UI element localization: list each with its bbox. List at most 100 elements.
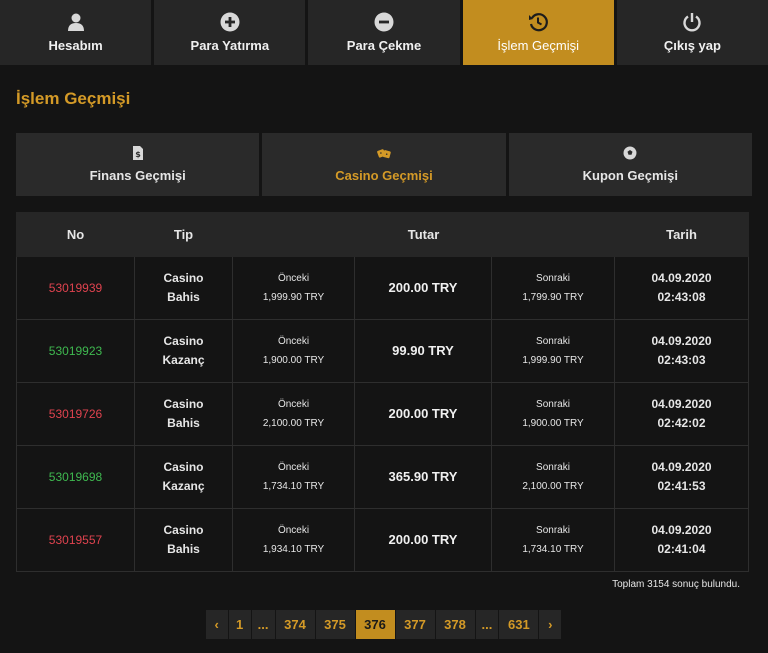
pagination-page[interactable]: 378 (435, 610, 475, 639)
table-row: 53019698 Casino Kazanç Önceki 1,734.10 TRY… (16, 445, 750, 509)
date: 04.09.2020 (651, 523, 712, 537)
user-icon (67, 13, 84, 31)
time: 02:41:53 (657, 479, 706, 493)
header-tip: Tip (134, 212, 233, 257)
after-label: Sonraki (536, 336, 570, 347)
nav-label-history: İşlem Geçmişi (497, 38, 580, 53)
before-balance: 1,934.10 TRY (262, 544, 325, 555)
top-nav: Hesabım Para Yatırma Para Çekme İşlem Ge… (0, 0, 768, 65)
type-kind: Bahis (167, 290, 200, 304)
tab-finance-history[interactable]: $ Finans Geçmişi (16, 133, 260, 196)
before-balance: 1,900.00 TRY (262, 355, 325, 366)
amount: 365.90 TRY (388, 469, 458, 484)
nav-label-logout: Çıkış yap (663, 38, 721, 53)
nav-label-deposit: Para Yatırma (190, 38, 270, 53)
type-kind: Kazanç (162, 479, 205, 493)
after-label: Sonraki (536, 399, 570, 410)
minus-circle-icon (374, 12, 394, 32)
after-balance: 1,799.90 TRY (522, 292, 584, 303)
type-kind: Bahis (167, 542, 200, 556)
after-label: Sonraki (536, 273, 570, 284)
soccer-ball-icon (623, 146, 637, 160)
type-category: Casino (163, 271, 204, 285)
type-category: Casino (163, 523, 204, 537)
date: 04.09.2020 (651, 271, 712, 285)
tab-casino-history-label: Casino Geçmişi (335, 168, 433, 183)
amount: 200.00 TRY (388, 280, 458, 295)
date: 04.09.2020 (651, 460, 712, 474)
pagination-page[interactable]: 377 (395, 610, 435, 639)
tab-casino-history[interactable]: Casino Geçmişi (262, 133, 506, 196)
before-label: Önceki (277, 336, 310, 347)
time: 02:43:03 (657, 353, 706, 367)
table-row: 53019726 Casino Bahis Önceki 2,100.00 TRY … (16, 382, 750, 446)
power-icon (683, 13, 702, 32)
money-file-icon: $ (132, 146, 143, 160)
nav-label-withdraw: Para Çekme (346, 38, 422, 53)
history-icon (529, 13, 549, 32)
amount: 200.00 TRY (388, 406, 458, 421)
transaction-no: 53019557 (48, 533, 103, 547)
nav-label-account: Hesabım (48, 38, 103, 53)
dice-icon (377, 149, 391, 159)
main-content: İşlem Geçmişi $ Finans Geçmişi Casino Ge… (0, 89, 768, 639)
nav-item-account[interactable]: Hesabım (0, 0, 152, 65)
type-category: Casino (163, 334, 204, 348)
tab-coupon-history[interactable]: Kupon Geçmişi (508, 133, 752, 196)
date: 04.09.2020 (651, 397, 712, 411)
nav-item-deposit[interactable]: Para Yatırma (154, 0, 306, 65)
transaction-no: 53019923 (48, 344, 103, 358)
before-balance: 1,999.90 TRY (262, 292, 325, 303)
header-tutar: Tutar (231, 212, 616, 257)
table-row: 53019923 Casino Kazanç Önceki 1,900.00 TRY… (16, 319, 750, 383)
type-category: Casino (163, 397, 204, 411)
amount: 200.00 TRY (388, 532, 458, 547)
before-balance: 2,100.00 TRY (262, 418, 325, 429)
pagination-ellipsis: ... (475, 610, 499, 639)
before-balance: 1,734.10 TRY (262, 481, 325, 492)
date: 04.09.2020 (651, 334, 712, 348)
amount: 99.90 TRY (392, 343, 454, 358)
type-category: Casino (163, 460, 204, 474)
after-label: Sonraki (536, 462, 570, 473)
time: 02:41:04 (657, 542, 706, 556)
tab-finance-history-label: Finans Geçmişi (89, 168, 186, 183)
table-row: 53019557 Casino Bahis Önceki 1,934.10 TRY … (16, 508, 750, 572)
table-header-row: No Tip Tutar Tarih (16, 212, 750, 257)
after-balance: 1,900.00 TRY (522, 418, 584, 429)
time: 02:43:08 (657, 290, 706, 304)
transaction-no: 53019939 (48, 281, 103, 295)
after-balance: 1,734.10 TRY (522, 544, 584, 555)
transaction-no: 53019726 (48, 407, 103, 421)
nav-item-withdraw[interactable]: Para Çekme (308, 0, 460, 65)
after-balance: 1,999.90 TRY (522, 355, 584, 366)
nav-item-logout[interactable]: Çıkış yap (616, 0, 768, 65)
pagination-page[interactable]: 375 (315, 610, 355, 639)
before-label: Önceki (277, 273, 310, 284)
transaction-no: 53019698 (48, 470, 103, 484)
pagination-next-button[interactable]: › (539, 610, 562, 639)
results-summary: Toplam 3154 sonuç bulundu. (612, 579, 740, 590)
type-kind: Kazanç (162, 353, 205, 367)
svg-text:$: $ (135, 150, 141, 159)
pagination: ‹ 1 ... 374 375 376 377 378 ... 631 › (16, 610, 752, 639)
header-no: No (16, 212, 135, 257)
after-balance: 2,100.00 TRY (522, 481, 584, 492)
after-label: Sonraki (536, 525, 570, 536)
type-kind: Bahis (167, 416, 200, 430)
pagination-current-page[interactable]: 376 (355, 610, 395, 639)
before-label: Önceki (277, 525, 310, 536)
history-subtabs: $ Finans Geçmişi Casino Geçmişi Kupon Ge… (16, 133, 752, 196)
transactions-table: No Tip Tutar Tarih 53019939 Casino Bahis … (16, 212, 750, 572)
tab-coupon-history-label: Kupon Geçmişi (582, 168, 678, 183)
pagination-ellipsis: ... (251, 610, 275, 639)
pagination-prev-button[interactable]: ‹ (205, 610, 228, 639)
pagination-page[interactable]: 374 (275, 610, 315, 639)
nav-item-history[interactable]: İşlem Geçmişi (462, 0, 614, 65)
before-label: Önceki (277, 399, 310, 410)
pagination-last-page[interactable]: 631 (499, 610, 539, 639)
page-title: İşlem Geçmişi (16, 89, 131, 108)
pagination-first-page[interactable]: 1 (228, 610, 251, 639)
time: 02:42:02 (657, 416, 706, 430)
header-tarih: Tarih (614, 212, 750, 257)
